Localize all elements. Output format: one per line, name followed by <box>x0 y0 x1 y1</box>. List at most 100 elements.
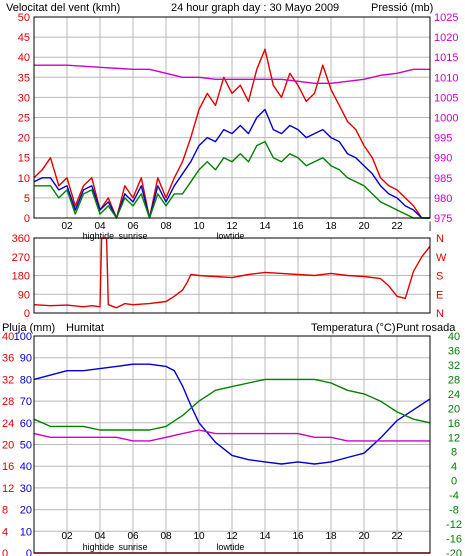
humidity-y-tick-1: 10 <box>20 526 32 538</box>
humidity-y-tick-6: 60 <box>20 418 32 430</box>
humidity-y-tick-9: 90 <box>20 353 32 365</box>
chart-title: 24 hour graph day : 30 Mayo 2009 <box>171 2 339 14</box>
temperature-y-tick-0: -20 <box>446 548 462 556</box>
temperature-y-tick-5: 0 <box>451 476 457 488</box>
bottom-x-tick-label-1: 04 <box>94 531 106 542</box>
temperature-y-tick-1: -16 <box>446 534 462 546</box>
dewpoint-axis-label: Punt rosada <box>396 322 456 334</box>
rain-y-tick-8: 32 <box>2 374 14 386</box>
bottom-event-label-2: lowtide <box>216 542 244 552</box>
rain-y-tick-1: 4 <box>2 526 8 538</box>
compass-label-3: W <box>436 252 447 264</box>
bottom-x-tick-label-2: 06 <box>127 531 139 542</box>
rain-axis-label: Pluja (mm) <box>2 322 55 334</box>
pressure-y-tick-7: 1010 <box>434 72 458 84</box>
direction-y-tick-1: 90 <box>18 289 30 301</box>
rain-y-tick-5: 20 <box>2 440 14 452</box>
temperature-y-tick-8: 12 <box>448 432 460 444</box>
bottom-x-tick-label-6: 14 <box>259 531 271 542</box>
event-label-1-1: sunrise <box>118 231 147 241</box>
pressure-y-tick-3: 990 <box>434 153 452 165</box>
bottom-x-tick-label-11: | <box>429 531 432 542</box>
temperature-y-tick-7: 8 <box>451 447 457 459</box>
direction-y-tick-0: 0 <box>24 308 30 320</box>
pressure-y-tick-10: 1025 <box>434 12 458 24</box>
temperature-y-tick-13: 32 <box>448 360 460 372</box>
x-tick-label-1-5: 12 <box>226 221 238 232</box>
temperature-y-tick-3: -8 <box>449 505 459 517</box>
series-line-humidity <box>33 363 431 465</box>
x-tick-label-1-4: 10 <box>193 221 205 232</box>
wind-y-tick-3: 15 <box>18 153 30 165</box>
bottom-x-tick-label-8: 18 <box>325 531 337 542</box>
humidity-y-tick-7: 70 <box>20 396 32 408</box>
temperature-axis-label: Temperatura (°C) <box>311 322 395 334</box>
wind-y-tick-1: 5 <box>24 193 30 205</box>
humidity-y-tick-8: 80 <box>20 374 32 386</box>
compass-label-4: N <box>436 233 444 245</box>
x-tick-label-1-0: 02 <box>61 221 73 232</box>
humidity-y-tick-10: 100 <box>14 331 32 343</box>
compass-label-2: S <box>436 271 443 283</box>
series-line-wind <box>33 108 430 219</box>
bottom-x-tick-label-7: 16 <box>292 531 304 542</box>
climate-panel-frame <box>33 335 431 554</box>
pressure-y-tick-1: 980 <box>434 193 452 205</box>
event-label-1-0: hightide <box>83 231 115 241</box>
pressure-axis-label: Pressió (mb) <box>371 2 433 14</box>
rain-y-tick-7: 28 <box>2 396 14 408</box>
bottom-x-tick-label-5: 12 <box>226 531 238 542</box>
wind-y-tick-8: 40 <box>18 52 30 64</box>
x-tick-label-1-6: 14 <box>259 221 271 232</box>
series-line-dewpoint <box>33 429 430 442</box>
humidity-y-tick-4: 40 <box>20 461 32 473</box>
x-tick-label-1-3: 08 <box>160 221 172 232</box>
wind-y-tick-10: 50 <box>18 12 30 24</box>
bottom-x-tick-label-9: 20 <box>358 531 370 542</box>
humidity-y-tick-0: 0 <box>26 548 32 556</box>
humidity-y-tick-3: 30 <box>20 483 32 495</box>
pressure-y-tick-6: 1005 <box>434 92 458 104</box>
pressure-y-tick-9: 1020 <box>434 32 458 44</box>
direction-y-tick-2: 180 <box>12 271 30 283</box>
temperature-y-tick-6: 4 <box>451 461 457 473</box>
series-line-direction <box>33 237 431 309</box>
bottom-x-tick-label-0: 02 <box>61 531 73 542</box>
bottom-event-label-0: hightide <box>83 542 115 552</box>
bottom-x-tick-label-4: 10 <box>193 531 205 542</box>
pressure-y-tick-5: 1000 <box>434 113 458 125</box>
direction-panel-frame <box>33 237 431 314</box>
temperature-y-tick-14: 36 <box>448 345 460 357</box>
x-tick-label-1-7: 16 <box>292 221 304 232</box>
wind-axis-label: Velocitat del vent (kmh) <box>6 2 120 14</box>
event-label-1-2: lowtide <box>216 231 244 241</box>
series-line-average <box>34 140 430 219</box>
x-tick-label-1-11: | <box>429 221 432 232</box>
bottom-x-tick-label-3: 08 <box>160 531 172 542</box>
bottom-event-label-1: sunrise <box>118 542 147 552</box>
pressure-y-tick-4: 995 <box>434 133 452 145</box>
wind-y-tick-6: 30 <box>18 92 30 104</box>
rain-y-tick-9: 36 <box>2 353 14 365</box>
temperature-y-tick-11: 24 <box>448 389 460 401</box>
bottom-x-tick-label-10: 22 <box>391 531 403 542</box>
x-tick-label-1-2: 06 <box>127 221 139 232</box>
rain-y-tick-3: 12 <box>2 483 14 495</box>
wind-y-tick-5: 25 <box>18 113 30 125</box>
x-tick-label-1-8: 18 <box>325 221 337 232</box>
rain-y-tick-2: 8 <box>2 505 8 517</box>
x-tick-label-1-9: 20 <box>358 221 370 232</box>
temperature-y-tick-10: 20 <box>448 403 460 415</box>
rain-y-tick-0: 0 <box>2 548 8 556</box>
direction-y-tick-3: 270 <box>12 252 30 264</box>
rain-y-tick-4: 16 <box>2 461 14 473</box>
temperature-y-tick-15: 40 <box>448 331 460 343</box>
wind-y-tick-0: 0 <box>24 213 30 225</box>
wind-y-tick-9: 45 <box>18 32 30 44</box>
humidity-y-tick-5: 50 <box>20 440 32 452</box>
wind-y-tick-7: 35 <box>18 72 30 84</box>
temperature-y-tick-4: -4 <box>449 490 459 502</box>
pressure-y-tick-2: 985 <box>434 173 452 185</box>
